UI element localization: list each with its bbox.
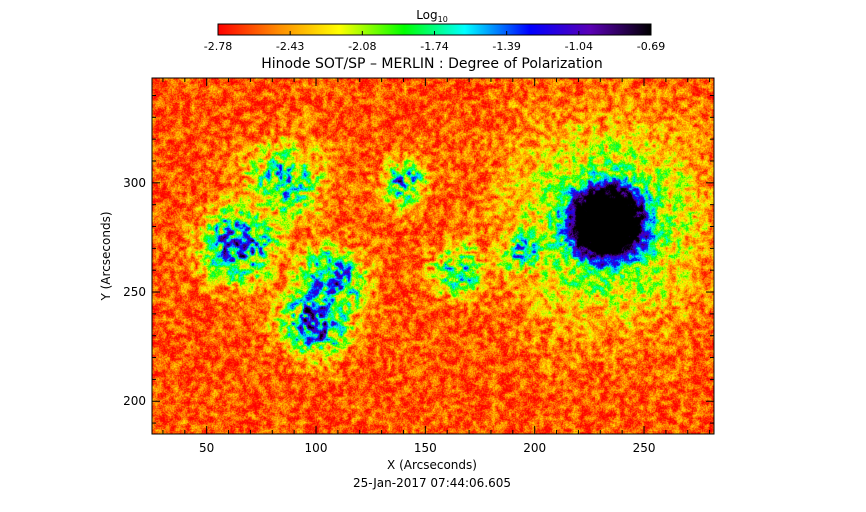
y-tick-label: 300 xyxy=(123,176,146,190)
y-tick-label: 250 xyxy=(123,285,146,299)
x-tick-label: 50 xyxy=(199,441,214,455)
x-tick-label: 100 xyxy=(305,441,328,455)
colorbar-ticks: -2.78 -2.43 -2.08 -1.74 -1.39 -1.04 -0.69 xyxy=(204,31,665,53)
colorbar-tick-label: -1.74 xyxy=(420,40,448,53)
colorbar-tick-label: -2.78 xyxy=(204,40,232,53)
x-tick-label: 200 xyxy=(523,441,546,455)
x-axis-label: X (Arcseconds) xyxy=(387,458,477,472)
colorbar-tick-label: -1.39 xyxy=(492,40,520,53)
colorbar-tick-label: -2.08 xyxy=(348,40,376,53)
y-axis-label: Y (Arcseconds) xyxy=(99,211,113,301)
chart-title: Hinode SOT/SP – MERLIN : Degree of Polar… xyxy=(261,56,603,72)
y-axis: 200 250 300 xyxy=(123,94,714,424)
colorbar-label: Log10 xyxy=(416,8,448,24)
x-axis: 50 100 150 200 250 xyxy=(162,78,711,455)
colorbar-tick-label: -2.43 xyxy=(276,40,304,53)
plot-area: 50 100 150 200 250 200 250 300 xyxy=(123,77,715,455)
heatmap-image xyxy=(152,78,714,434)
x-tick-label: 250 xyxy=(633,441,656,455)
plot-frame xyxy=(151,77,715,435)
colorbar: Log10 -2.78 -2.43 -2.08 -1.74 -1.39 -1.04 -0.6… xyxy=(204,8,665,53)
x-tick-label: 150 xyxy=(414,441,437,455)
colorbar-tick-label: -0.69 xyxy=(637,40,665,53)
colorbar-tick-label: -1.04 xyxy=(565,40,593,53)
timestamp: 25-Jan-2017 07:44:06.605 xyxy=(353,476,511,490)
y-tick-label: 200 xyxy=(123,394,146,408)
